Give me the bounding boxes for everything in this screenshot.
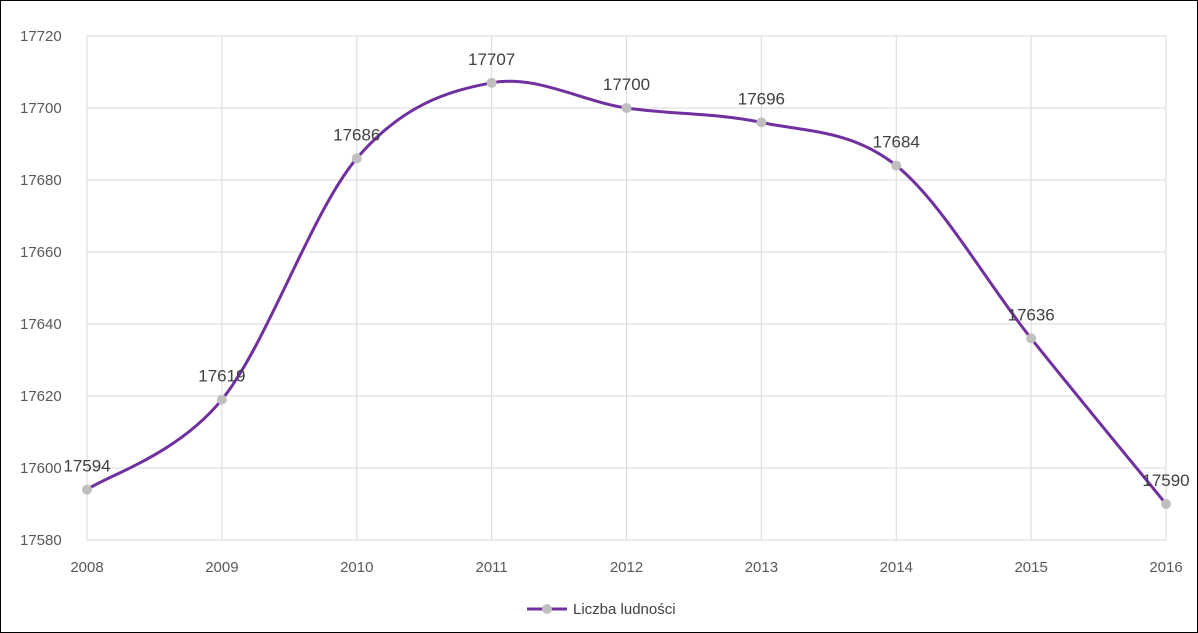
data-label: 17696 (738, 89, 785, 108)
data-point[interactable] (216, 394, 227, 405)
x-tick-label: 2010 (340, 559, 373, 576)
data-label: 17707 (468, 50, 515, 69)
data-point[interactable] (891, 160, 902, 171)
y-tick-label: 17660 (20, 244, 62, 261)
data-label: 17590 (1142, 471, 1189, 490)
data-point[interactable] (621, 103, 632, 113)
x-tick-label: 2014 (880, 559, 913, 576)
x-tick-label: 2011 (475, 559, 507, 576)
data-point[interactable] (82, 484, 92, 495)
gridlines (86, 35, 1167, 541)
y-tick-label: 17720 (20, 28, 62, 45)
x-tick-label: 2016 (1149, 559, 1182, 576)
x-tick-label: 2009 (205, 559, 238, 576)
x-tick-label: 2008 (70, 559, 103, 576)
y-tick-label: 17680 (20, 172, 62, 189)
x-axis-ticks: 2008 2009 2010 2011 2012 2013 2014 2015 2016 (70, 559, 1182, 576)
data-label: 17700 (603, 75, 650, 94)
data-point[interactable] (756, 117, 767, 128)
y-tick-label: 17600 (20, 460, 62, 477)
legend-marker-swatch (542, 604, 552, 614)
x-tick-label: 2012 (610, 559, 643, 576)
y-tick-label: 17700 (20, 100, 62, 117)
data-point[interactable] (1161, 499, 1171, 509)
data-point[interactable] (486, 77, 497, 88)
y-axis-ticks: 17580 17600 17620 17640 17660 17680 17700 17720 (20, 28, 62, 549)
data-labels: 17594 17619 17686 17707 17700 17696 17684 17636… (63, 50, 1189, 490)
y-tick-label: 17620 (20, 388, 62, 405)
data-label: 17636 (1007, 305, 1054, 324)
data-label: 17619 (198, 367, 245, 386)
y-tick-label: 17580 (20, 532, 62, 549)
legend[interactable]: Liczba ludności (527, 601, 676, 618)
y-tick-label: 17640 (20, 316, 62, 333)
x-tick-label: 2015 (1014, 559, 1047, 576)
legend-label: Liczba ludności (573, 601, 676, 618)
data-point[interactable] (1026, 333, 1037, 344)
data-label: 17686 (333, 125, 380, 144)
data-point[interactable] (351, 153, 362, 164)
data-label: 17594 (63, 457, 110, 476)
data-label: 17684 (873, 133, 920, 152)
x-tick-label: 2013 (745, 559, 778, 576)
series-layer (82, 77, 1171, 509)
